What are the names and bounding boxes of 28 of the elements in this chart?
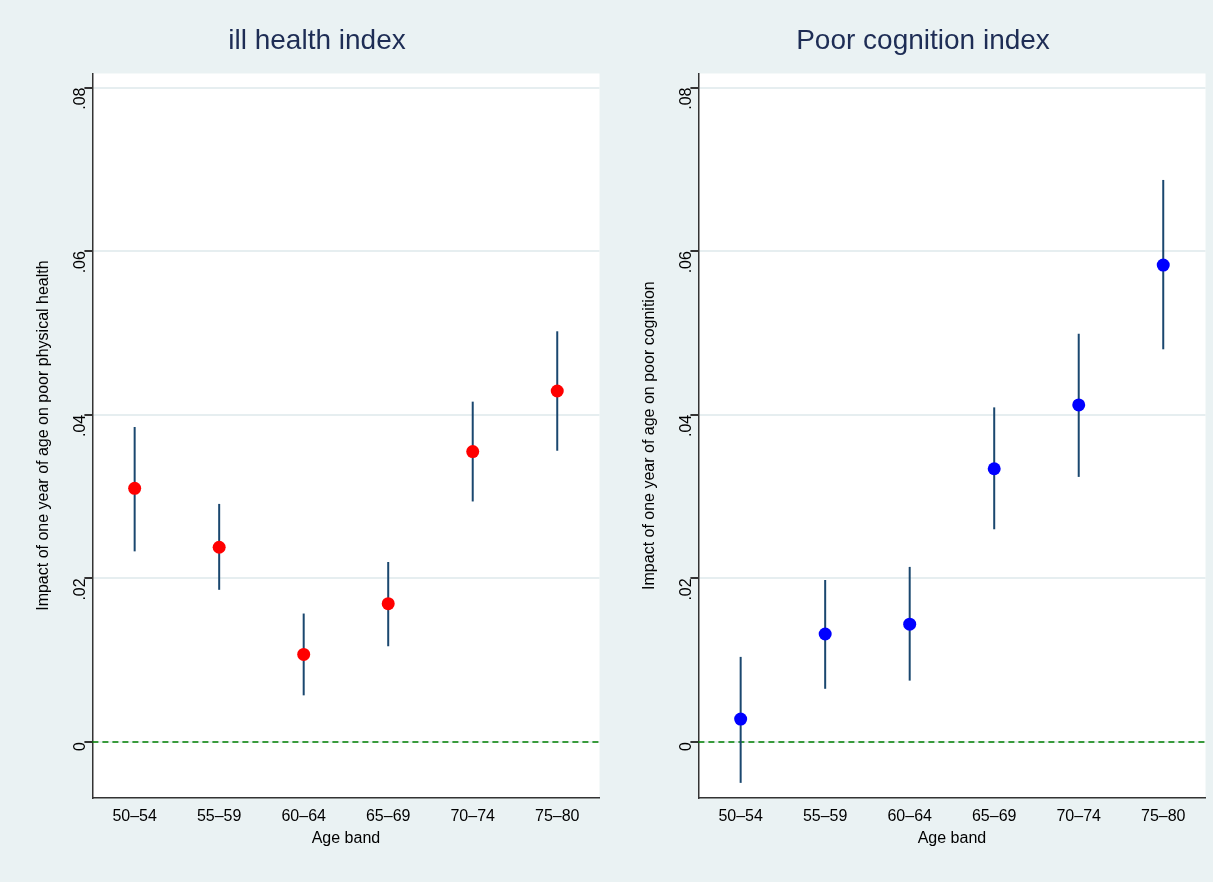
y-axis-title: Impact of one year of age on poor cognition <box>640 281 658 590</box>
y-tick-label: 0 <box>70 741 88 751</box>
x-axis-title: Age band <box>917 828 987 846</box>
y-tick-label: .08 <box>70 87 88 110</box>
x-tick-label: 55–59 <box>802 806 848 824</box>
y-tick-label: .04 <box>70 414 88 437</box>
x-tick-label: 60–64 <box>887 806 933 824</box>
x-axis-title: Age band <box>311 828 381 846</box>
chart-title: Poor cognition index <box>796 23 1050 55</box>
x-tick-label: 75–80 <box>1140 806 1186 824</box>
y-tick-label: .08 <box>676 87 694 110</box>
y-tick-label: .02 <box>676 578 694 601</box>
x-tick-label: 75–80 <box>534 806 580 824</box>
y-tick-label: .04 <box>676 414 694 437</box>
x-tick-label: 55–59 <box>196 806 242 824</box>
x-tick-label: 65–69 <box>365 806 411 824</box>
chart-title: ill health index <box>228 23 406 55</box>
x-tick-label: 65–69 <box>971 806 1017 824</box>
x-tick-label: 70–74 <box>450 806 496 824</box>
x-tick-label: 60–64 <box>281 806 327 824</box>
y-tick-label: .06 <box>676 251 694 274</box>
y-axis-title: Impact of one year of age on poor physical health <box>34 260 52 611</box>
y-tick-label: 0 <box>676 741 694 751</box>
y-tick-label: .02 <box>70 578 88 601</box>
x-tick-label: 70–74 <box>1056 806 1102 824</box>
y-tick-label: .06 <box>70 251 88 274</box>
x-tick-label: 50–54 <box>718 806 763 824</box>
x-tick-label: 50–54 <box>112 806 157 824</box>
